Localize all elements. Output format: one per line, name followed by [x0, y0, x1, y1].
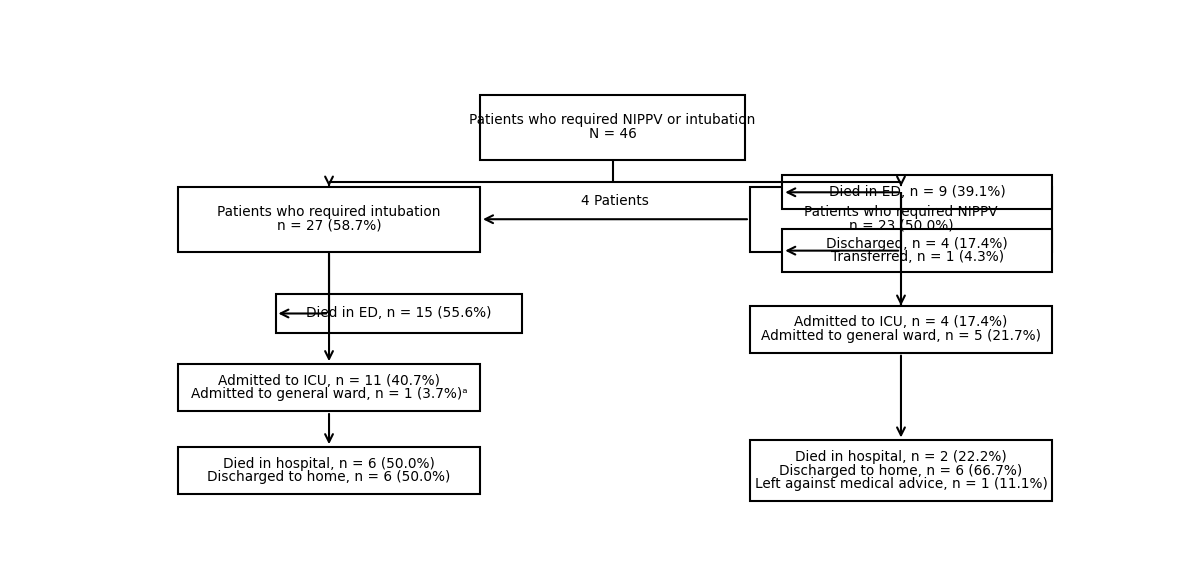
- Text: N = 46: N = 46: [589, 127, 636, 141]
- FancyBboxPatch shape: [782, 175, 1052, 209]
- Text: Died in hospital, n = 6 (50.0%): Died in hospital, n = 6 (50.0%): [223, 457, 434, 471]
- Text: Discharged to home, n = 6 (50.0%): Discharged to home, n = 6 (50.0%): [208, 470, 451, 484]
- FancyBboxPatch shape: [782, 229, 1052, 272]
- FancyBboxPatch shape: [178, 364, 480, 411]
- FancyBboxPatch shape: [750, 305, 1052, 353]
- Text: Admitted to general ward, n = 1 (3.7%)ᵃ: Admitted to general ward, n = 1 (3.7%)ᵃ: [191, 387, 467, 401]
- Text: n = 23 (50.0%): n = 23 (50.0%): [848, 219, 953, 233]
- Text: Discharged, n = 4 (17.4%): Discharged, n = 4 (17.4%): [827, 237, 1008, 251]
- Text: Admitted to ICU, n = 11 (40.7%): Admitted to ICU, n = 11 (40.7%): [218, 374, 440, 388]
- Text: Patients who required NIPPV: Patients who required NIPPV: [804, 205, 997, 219]
- Text: n = 27 (58.7%): n = 27 (58.7%): [277, 219, 382, 233]
- Text: 4 Patients: 4 Patients: [581, 194, 649, 208]
- Text: Died in ED, n = 15 (55.6%): Died in ED, n = 15 (55.6%): [306, 307, 492, 321]
- FancyBboxPatch shape: [750, 187, 1052, 252]
- FancyBboxPatch shape: [276, 294, 522, 332]
- FancyBboxPatch shape: [178, 447, 480, 494]
- Text: Died in ED, n = 9 (39.1%): Died in ED, n = 9 (39.1%): [829, 185, 1006, 199]
- Text: Admitted to general ward, n = 5 (21.7%): Admitted to general ward, n = 5 (21.7%): [761, 329, 1040, 343]
- Text: Admitted to ICU, n = 4 (17.4%): Admitted to ICU, n = 4 (17.4%): [794, 315, 1008, 329]
- Text: Left against medical advice, n = 1 (11.1%): Left against medical advice, n = 1 (11.1…: [755, 477, 1048, 491]
- FancyBboxPatch shape: [480, 94, 745, 160]
- FancyBboxPatch shape: [750, 440, 1052, 501]
- FancyBboxPatch shape: [178, 187, 480, 252]
- Text: Patients who required NIPPV or intubation: Patients who required NIPPV or intubatio…: [469, 114, 756, 128]
- Text: Discharged to home, n = 6 (66.7%): Discharged to home, n = 6 (66.7%): [779, 463, 1022, 477]
- Text: Patients who required intubation: Patients who required intubation: [217, 205, 440, 219]
- Text: Died in hospital, n = 2 (22.2%): Died in hospital, n = 2 (22.2%): [796, 450, 1007, 464]
- Text: Transferred, n = 1 (4.3%): Transferred, n = 1 (4.3%): [830, 250, 1004, 264]
